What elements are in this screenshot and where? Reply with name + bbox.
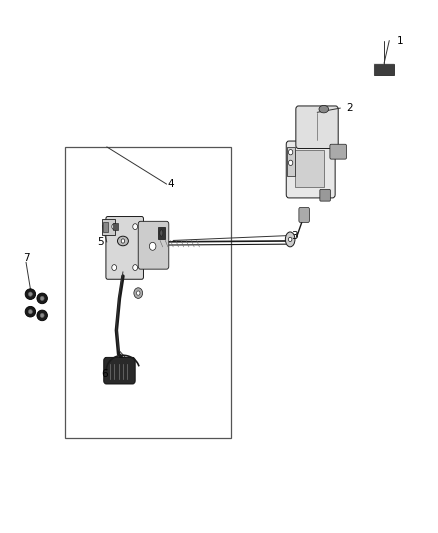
Ellipse shape	[37, 293, 47, 304]
Text: 4: 4	[168, 179, 174, 189]
Ellipse shape	[112, 265, 117, 270]
Text: 1: 1	[397, 36, 403, 45]
Ellipse shape	[25, 306, 35, 317]
Ellipse shape	[160, 230, 163, 236]
FancyBboxPatch shape	[286, 141, 335, 198]
Bar	[113, 223, 118, 230]
Text: 6: 6	[101, 369, 108, 379]
Text: 3: 3	[291, 231, 297, 241]
Ellipse shape	[149, 243, 156, 251]
Text: 5: 5	[97, 237, 103, 247]
FancyBboxPatch shape	[104, 358, 135, 384]
Ellipse shape	[37, 310, 47, 321]
Ellipse shape	[28, 310, 32, 314]
Ellipse shape	[121, 239, 125, 243]
Bar	[103, 222, 108, 232]
Ellipse shape	[319, 106, 328, 113]
Ellipse shape	[112, 224, 117, 230]
Ellipse shape	[288, 160, 293, 165]
Text: 2: 2	[346, 103, 353, 113]
FancyBboxPatch shape	[299, 207, 309, 222]
Ellipse shape	[28, 292, 32, 296]
Text: 7: 7	[23, 253, 29, 263]
Ellipse shape	[133, 265, 138, 270]
Bar	[158, 227, 165, 239]
Ellipse shape	[137, 291, 140, 295]
Ellipse shape	[40, 313, 44, 318]
FancyBboxPatch shape	[320, 189, 330, 201]
FancyBboxPatch shape	[138, 221, 169, 269]
Bar	[295, 150, 324, 187]
Ellipse shape	[288, 237, 292, 241]
Ellipse shape	[134, 288, 143, 298]
Bar	[102, 219, 115, 235]
Ellipse shape	[117, 236, 128, 246]
FancyBboxPatch shape	[106, 216, 144, 279]
Ellipse shape	[40, 296, 44, 301]
Bar	[287, 147, 294, 176]
Bar	[374, 64, 394, 75]
Bar	[65, 147, 231, 438]
Ellipse shape	[133, 224, 138, 230]
Ellipse shape	[288, 150, 293, 155]
FancyBboxPatch shape	[296, 106, 338, 149]
Ellipse shape	[25, 289, 35, 300]
Ellipse shape	[286, 232, 295, 247]
FancyBboxPatch shape	[330, 144, 346, 159]
